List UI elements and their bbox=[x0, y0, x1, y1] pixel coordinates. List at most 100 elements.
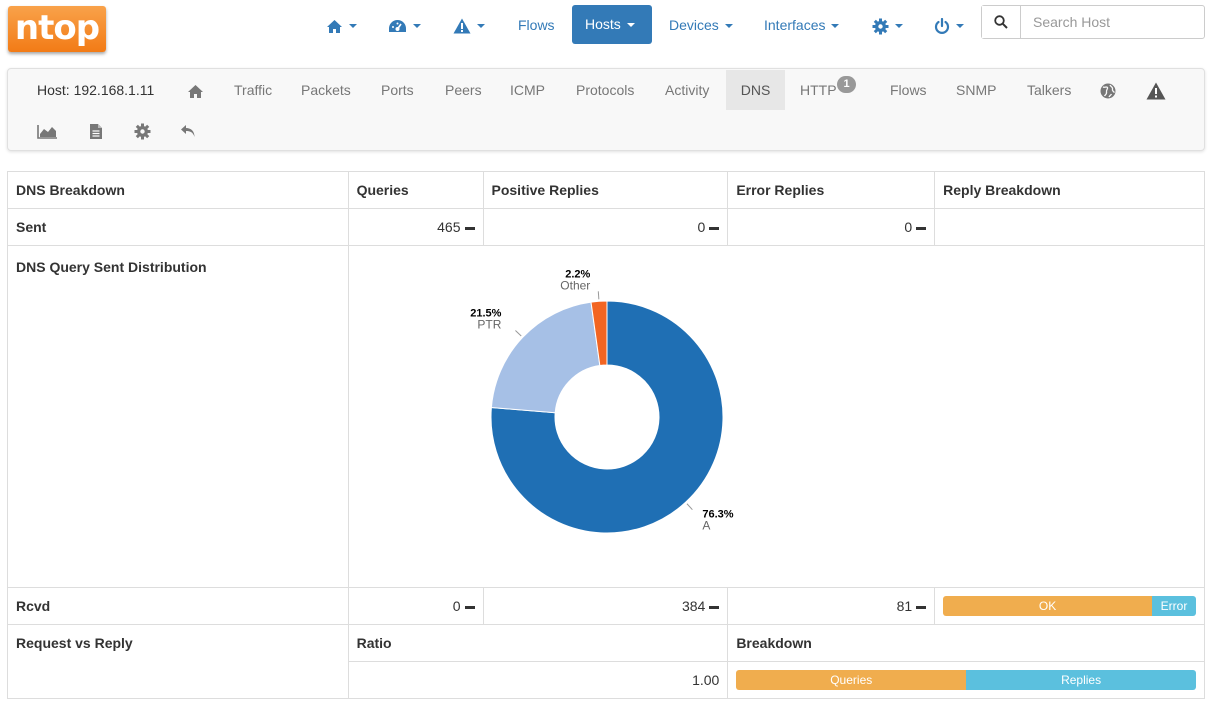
alerts-menu[interactable] bbox=[453, 6, 485, 44]
distribution-row: DNS Query Sent Distribution 76.3% A 21.5% P… bbox=[7, 245, 1206, 588]
rcvd-error-cell: 81 bbox=[727, 587, 936, 625]
rcvd-reply-breakdown: OK Error bbox=[934, 587, 1205, 625]
leader-line-a bbox=[686, 503, 693, 510]
ratio-value: 1.00 bbox=[347, 661, 729, 699]
power-icon bbox=[934, 17, 950, 34]
tab-dns[interactable]: DNS bbox=[726, 70, 785, 110]
gear-icon bbox=[134, 123, 151, 140]
tab-flows[interactable]: Flows bbox=[890, 82, 927, 98]
home-icon bbox=[327, 19, 342, 33]
tab-ports[interactable]: Ports bbox=[381, 82, 414, 98]
header-dns-breakdown: DNS Breakdown bbox=[7, 171, 349, 209]
interfaces-menu[interactable]: Interfaces bbox=[764, 6, 840, 44]
search-button[interactable] bbox=[982, 6, 1021, 38]
warning-icon bbox=[1146, 82, 1166, 100]
area-chart-icon bbox=[37, 124, 57, 139]
tab-geomap[interactable] bbox=[1100, 70, 1116, 110]
flows-link[interactable]: Flows bbox=[518, 17, 555, 33]
sent-row: Sent 465 0 0 bbox=[7, 208, 1205, 246]
trend-stable-icon bbox=[464, 226, 475, 230]
tab-talkers[interactable]: Talkers bbox=[1027, 82, 1072, 98]
tab-icmp[interactable]: ICMP bbox=[510, 82, 545, 98]
ratio-breakdown-cell: Queries Replies bbox=[727, 661, 1205, 699]
tab-http-label: HTTP bbox=[800, 82, 837, 98]
trend-stable-icon bbox=[709, 605, 720, 609]
tab-back[interactable] bbox=[180, 110, 196, 150]
leader-line-ptr bbox=[514, 330, 522, 337]
tab-snmp[interactable]: SNMP bbox=[956, 82, 997, 98]
tab-http[interactable]: HTTP 1 bbox=[800, 70, 870, 110]
slice-other[interactable] bbox=[590, 300, 608, 367]
search-input[interactable] bbox=[1021, 6, 1201, 38]
rcvd-queries: 0 bbox=[452, 598, 461, 614]
warning-icon bbox=[453, 18, 471, 34]
home-icon bbox=[188, 84, 203, 98]
power-menu[interactable] bbox=[934, 6, 964, 44]
interfaces-menu-label: Interfaces bbox=[764, 17, 826, 33]
sent-label: Sent bbox=[7, 208, 349, 246]
tab-protocols[interactable]: Protocols bbox=[576, 82, 635, 98]
sent-error-cell: 0 bbox=[727, 208, 936, 246]
reply-breakdown-bar: OK Error bbox=[943, 596, 1196, 616]
hosts-menu-label: Hosts bbox=[585, 16, 621, 32]
dns-breakdown-table: DNS Breakdown Queries Positive Replies E… bbox=[7, 171, 1206, 699]
leader-line-other bbox=[597, 291, 599, 300]
dashboard-menu[interactable] bbox=[388, 6, 421, 44]
file-icon bbox=[90, 123, 102, 139]
queries-segment: Queries bbox=[736, 670, 967, 690]
request-reply-bar: Queries Replies bbox=[736, 670, 1196, 690]
search-icon bbox=[994, 15, 1008, 29]
tab-report[interactable] bbox=[89, 110, 103, 150]
slice-label-other: Other bbox=[560, 278, 590, 292]
slice-percent-ptr: 21.5% bbox=[470, 307, 501, 319]
ntop-logo[interactable]: ntop bbox=[8, 6, 106, 52]
header-reply-breakdown: Reply Breakdown bbox=[934, 171, 1205, 209]
header-queries: Queries bbox=[347, 171, 484, 209]
tab-traffic[interactable]: Traffic bbox=[234, 82, 273, 98]
home-menu[interactable] bbox=[326, 6, 357, 44]
reply-error-segment: Error bbox=[1152, 596, 1196, 616]
slice-ptr[interactable] bbox=[490, 301, 600, 414]
distribution-label: DNS Query Sent Distribution bbox=[7, 245, 349, 588]
gear-icon bbox=[872, 18, 889, 35]
tab-peers[interactable]: Peers bbox=[445, 82, 482, 98]
devices-menu-label: Devices bbox=[669, 17, 719, 33]
request-vs-reply-label: Request vs Reply bbox=[7, 624, 349, 699]
tab-home[interactable] bbox=[187, 70, 204, 110]
tab-packets[interactable]: Packets bbox=[301, 82, 351, 98]
tab-alerts[interactable] bbox=[1146, 70, 1166, 110]
tab-host-settings[interactable] bbox=[134, 110, 151, 150]
globe-icon bbox=[1100, 83, 1116, 99]
tab-historical[interactable] bbox=[37, 110, 58, 150]
rcvd-positive: 384 bbox=[681, 598, 706, 614]
slice-label-ptr: PTR bbox=[477, 317, 501, 331]
tab-activity[interactable]: Activity bbox=[665, 82, 710, 98]
header-positive-replies: Positive Replies bbox=[482, 171, 729, 209]
distribution-chart-cell: 76.3% A 21.5% PTR 2.2% Other bbox=[347, 245, 1206, 588]
slice-label-a: A bbox=[702, 519, 710, 533]
slice-a[interactable] bbox=[490, 300, 724, 534]
sent-positive-cell: 0 bbox=[482, 208, 729, 246]
rcvd-row: Rcvd 0 384 81 OK Error bbox=[7, 587, 1205, 625]
sent-reply-breakdown bbox=[934, 208, 1205, 246]
search-host bbox=[981, 5, 1205, 39]
http-count-badge: 1 bbox=[837, 76, 856, 93]
sent-queries-cell: 465 bbox=[347, 208, 484, 246]
sent-positive: 0 bbox=[697, 219, 706, 235]
devices-menu[interactable]: Devices bbox=[669, 6, 733, 44]
sent-error: 0 bbox=[904, 219, 913, 235]
dns-query-chart: 76.3% A 21.5% PTR 2.2% Other bbox=[356, 254, 857, 579]
settings-menu[interactable] bbox=[872, 6, 903, 44]
slice-percent-a: 76.3% bbox=[702, 509, 733, 521]
ratio-row: 1.00 Queries Replies bbox=[8, 661, 1205, 699]
host-tab-bar: Host: 192.168.1.11 Traffic Packets Ports… bbox=[7, 68, 1205, 151]
trend-stable-icon bbox=[916, 605, 927, 609]
breakdown-header: Breakdown bbox=[727, 624, 1205, 662]
dashboard-icon bbox=[389, 19, 406, 32]
rcvd-positive-cell: 384 bbox=[482, 587, 729, 625]
ratio-header-row: Request vs Reply Ratio Breakdown bbox=[7, 624, 1205, 699]
trend-stable-icon bbox=[709, 226, 720, 230]
dns-query-donut: 76.3%A 21.5%PTR 2.2%Other bbox=[470, 268, 733, 534]
hosts-menu[interactable]: Hosts bbox=[572, 5, 652, 44]
sent-queries: 465 bbox=[437, 219, 461, 235]
